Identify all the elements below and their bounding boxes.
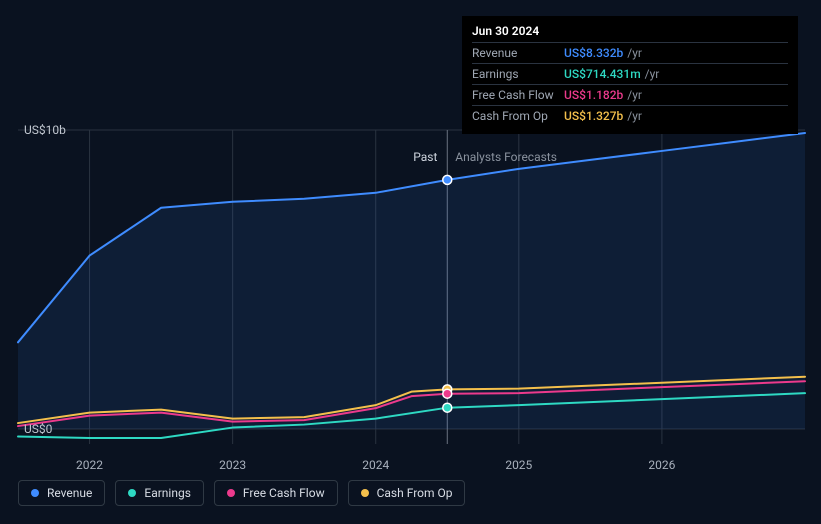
tooltip-row: Free Cash FlowUS$1.182b/yr xyxy=(472,84,788,105)
legend-label: Earnings xyxy=(144,486,191,500)
tooltip-date: Jun 30 2024 xyxy=(472,24,788,42)
legend-label: Cash From Op xyxy=(377,486,453,500)
legend-item-cash-from-op[interactable]: Cash From Op xyxy=(348,480,466,506)
legend-label: Revenue xyxy=(47,486,92,500)
x-tick-label: 2025 xyxy=(505,458,532,472)
legend-item-revenue[interactable]: Revenue xyxy=(18,480,105,506)
chart-tooltip: Jun 30 2024 RevenueUS$8.332b/yrEarningsU… xyxy=(462,16,798,134)
tooltip-row: Cash From OpUS$1.327b/yr xyxy=(472,105,788,126)
tooltip-row-label: Free Cash Flow xyxy=(472,88,564,102)
financials-chart: US$0 US$10b 2022 2023 2024 2025 2026 Past Ana… xyxy=(0,0,821,524)
forecasts-section-label: Analysts Forecasts xyxy=(455,150,557,164)
tooltip-row-label: Cash From Op xyxy=(472,109,564,123)
tooltip-row-value: US$8.332b xyxy=(564,46,623,60)
tooltip-row-unit: /yr xyxy=(627,109,642,123)
tooltip-row-unit: /yr xyxy=(645,67,660,81)
y-tick-label: US$10b xyxy=(24,123,66,137)
tooltip-row-value: US$714.431m xyxy=(564,67,641,81)
x-tick-label: 2023 xyxy=(219,458,246,472)
legend-item-earnings[interactable]: Earnings xyxy=(115,480,204,506)
tooltip-row-label: Earnings xyxy=(472,67,564,81)
legend-dot xyxy=(227,489,235,497)
legend-dot xyxy=(31,489,39,497)
x-tick-label: 2024 xyxy=(362,458,389,472)
chart-legend: Revenue Earnings Free Cash Flow Cash From O… xyxy=(18,480,465,506)
past-section-label: Past xyxy=(413,150,437,164)
tooltip-row-value: US$1.182b xyxy=(564,88,623,102)
legend-label: Free Cash Flow xyxy=(243,486,325,500)
tooltip-row-unit: /yr xyxy=(627,46,642,60)
y-tick-label: US$0 xyxy=(24,422,52,436)
tooltip-row-unit: /yr xyxy=(627,88,642,102)
x-tick-label: 2026 xyxy=(648,458,675,472)
legend-item-free-cash-flow[interactable]: Free Cash Flow xyxy=(214,480,338,506)
tooltip-row-label: Revenue xyxy=(472,46,564,60)
tooltip-row-value: US$1.327b xyxy=(564,109,623,123)
tooltip-row: EarningsUS$714.431m/yr xyxy=(472,63,788,84)
legend-dot xyxy=(361,489,369,497)
legend-dot xyxy=(128,489,136,497)
x-tick-label: 2022 xyxy=(76,458,103,472)
tooltip-row: RevenueUS$8.332b/yr xyxy=(472,42,788,63)
